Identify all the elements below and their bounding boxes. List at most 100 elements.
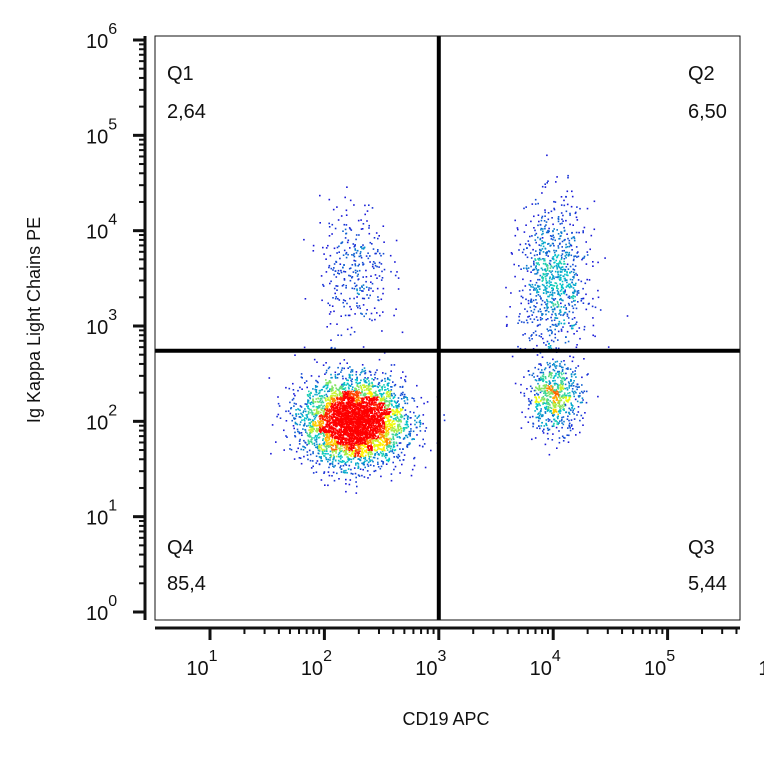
event-point <box>338 299 341 301</box>
event-point <box>318 449 321 451</box>
event-point <box>319 411 322 414</box>
event-point <box>406 445 408 447</box>
event-point <box>383 434 385 437</box>
event-point <box>376 404 378 407</box>
event-point <box>351 438 353 440</box>
event-point <box>323 397 326 399</box>
event-point <box>566 330 569 333</box>
event-point <box>533 287 536 290</box>
event-point <box>320 404 323 406</box>
event-point <box>362 276 364 278</box>
event-point <box>377 466 380 468</box>
event-point <box>305 417 308 420</box>
event-point <box>358 399 361 402</box>
event-point <box>356 437 359 440</box>
event-point <box>310 467 313 469</box>
event-point <box>332 405 335 407</box>
event-point <box>278 405 281 407</box>
event-point <box>325 417 328 419</box>
event-point <box>340 292 342 295</box>
event-point <box>607 346 610 348</box>
event-point <box>327 302 329 305</box>
event-point <box>356 432 359 434</box>
event-point <box>347 412 349 415</box>
event-point <box>366 443 369 446</box>
event-point <box>382 446 385 449</box>
event-point <box>344 410 346 412</box>
event-point <box>357 454 360 456</box>
event-point <box>360 255 362 257</box>
event-point <box>356 305 358 307</box>
event-point <box>352 243 355 245</box>
event-point <box>313 444 316 447</box>
event-point <box>330 398 333 400</box>
event-point <box>381 385 384 388</box>
event-point <box>327 443 329 446</box>
event-point <box>370 281 372 283</box>
event-point <box>335 396 338 399</box>
event-point <box>365 408 367 411</box>
event-point <box>562 314 564 317</box>
event-point <box>368 451 371 453</box>
event-point <box>359 411 361 413</box>
event-point <box>369 433 371 435</box>
event-point <box>364 433 366 436</box>
event-point <box>410 430 412 432</box>
event-point <box>573 292 575 294</box>
event-point <box>330 425 333 427</box>
event-point <box>320 429 323 432</box>
event-point <box>365 428 368 430</box>
event-point <box>371 431 373 434</box>
event-point <box>358 255 361 258</box>
event-point <box>327 420 329 423</box>
event-point <box>355 450 357 452</box>
event-point <box>593 200 596 203</box>
event-point <box>358 412 361 415</box>
event-point <box>330 407 333 410</box>
event-point <box>366 220 368 222</box>
event-point <box>345 409 348 412</box>
event-point <box>371 425 373 427</box>
event-point <box>581 297 584 300</box>
event-point <box>399 472 401 474</box>
event-point <box>373 437 375 439</box>
event-point <box>387 459 389 461</box>
event-point <box>375 444 378 446</box>
event-point <box>338 412 340 415</box>
event-point <box>331 443 334 446</box>
event-point <box>340 405 343 407</box>
event-point <box>316 385 319 388</box>
event-point <box>361 413 364 416</box>
event-point <box>363 297 366 300</box>
event-point <box>398 423 401 426</box>
event-point <box>529 244 531 247</box>
event-point <box>327 453 329 455</box>
event-point <box>373 433 376 435</box>
event-point <box>332 297 334 299</box>
event-point <box>339 417 342 420</box>
event-point <box>334 377 337 379</box>
event-point <box>510 292 512 294</box>
event-point <box>334 403 336 405</box>
event-point <box>341 395 343 398</box>
event-point <box>363 398 365 400</box>
event-point <box>352 440 355 442</box>
event-point <box>335 444 337 447</box>
event-point <box>331 436 334 438</box>
event-point <box>383 422 385 424</box>
event-point <box>535 268 538 270</box>
event-point <box>380 475 382 478</box>
event-point <box>568 239 571 242</box>
event-point <box>552 368 555 371</box>
event-point <box>344 423 346 425</box>
event-point <box>312 388 314 390</box>
event-point <box>551 297 553 300</box>
event-point <box>330 447 333 449</box>
event-point <box>316 400 319 403</box>
event-point <box>320 414 322 417</box>
event-point <box>386 426 388 428</box>
event-point <box>368 390 371 393</box>
event-point <box>574 255 577 257</box>
event-point <box>547 218 550 221</box>
event-point <box>347 458 349 460</box>
